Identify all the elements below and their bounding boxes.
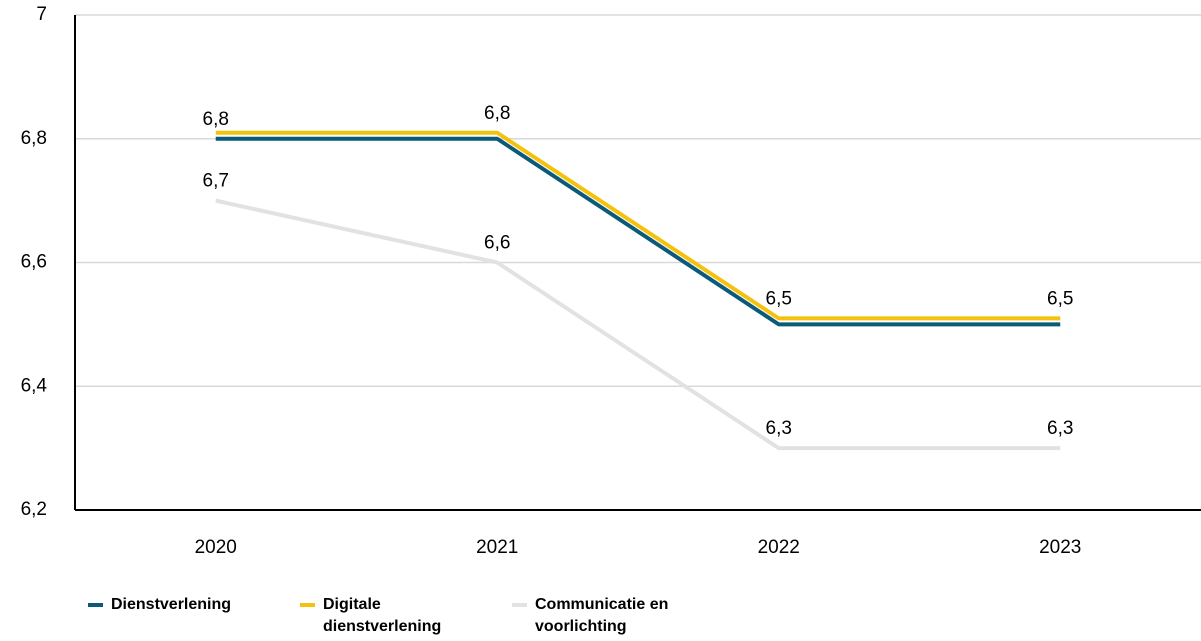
series-line	[215, 130, 1061, 321]
series-line	[215, 198, 1061, 451]
data-label: 6,6	[484, 233, 510, 254]
y-tick-label: 6,8	[21, 128, 47, 149]
x-tick-label: 2021	[476, 537, 518, 558]
data-label: 6,5	[766, 288, 792, 309]
legend-label: Communicatie en voorlichting	[535, 594, 668, 638]
legend-label-line: voorlichting	[535, 618, 627, 635]
data-label: 6,3	[1047, 418, 1073, 439]
y-tick-label: 6,4	[21, 375, 48, 396]
y-tick-label: 7	[36, 4, 47, 25]
data-labels: 6,8 6,8 6,5 6,5 6,7 6,6 6,3 6,3	[203, 103, 1074, 439]
legend-label-line: dienstverlening	[323, 618, 442, 635]
legend-label-line: Digitale	[323, 596, 381, 613]
data-label: 6,7	[203, 171, 229, 192]
tick-labels: 6,2 6,4 6,6 6,8 7 2020 2021 2022 2023	[21, 4, 1082, 558]
legend-swatch	[88, 603, 103, 607]
data-label: 6,8	[484, 103, 510, 124]
legend-label: Dienstverlening	[111, 594, 231, 616]
axes	[74, 15, 1201, 511]
series-lines	[215, 130, 1061, 451]
legend-label: Digitale dienstverlening	[323, 594, 441, 638]
legend-item-dienstverlening: Dienstverlening	[88, 594, 300, 616]
gridlines	[75, 14, 1201, 387]
data-label: 6,5	[1047, 288, 1073, 309]
legend-swatch	[300, 603, 315, 607]
legend-swatch	[512, 603, 527, 607]
legend: Dienstverlening Digitale dienstverlening…	[88, 594, 752, 638]
x-tick-label: 2022	[758, 537, 800, 558]
x-tick-label: 2023	[1039, 537, 1081, 558]
y-tick-label: 6,2	[21, 499, 47, 520]
legend-item-digitale-dienstverlening: Digitale dienstverlening	[300, 594, 512, 638]
y-tick-label: 6,6	[21, 252, 47, 273]
legend-label-line: Communicatie en	[535, 596, 669, 613]
legend-item-communicatie-en-voorlichting: Communicatie en voorlichting	[512, 594, 752, 638]
series-line	[215, 136, 1061, 327]
data-label: 6,3	[766, 418, 792, 439]
data-label: 6,8	[203, 109, 229, 130]
legend-label-line: Dienstverlening	[111, 596, 232, 613]
x-tick-label: 2020	[195, 537, 237, 558]
